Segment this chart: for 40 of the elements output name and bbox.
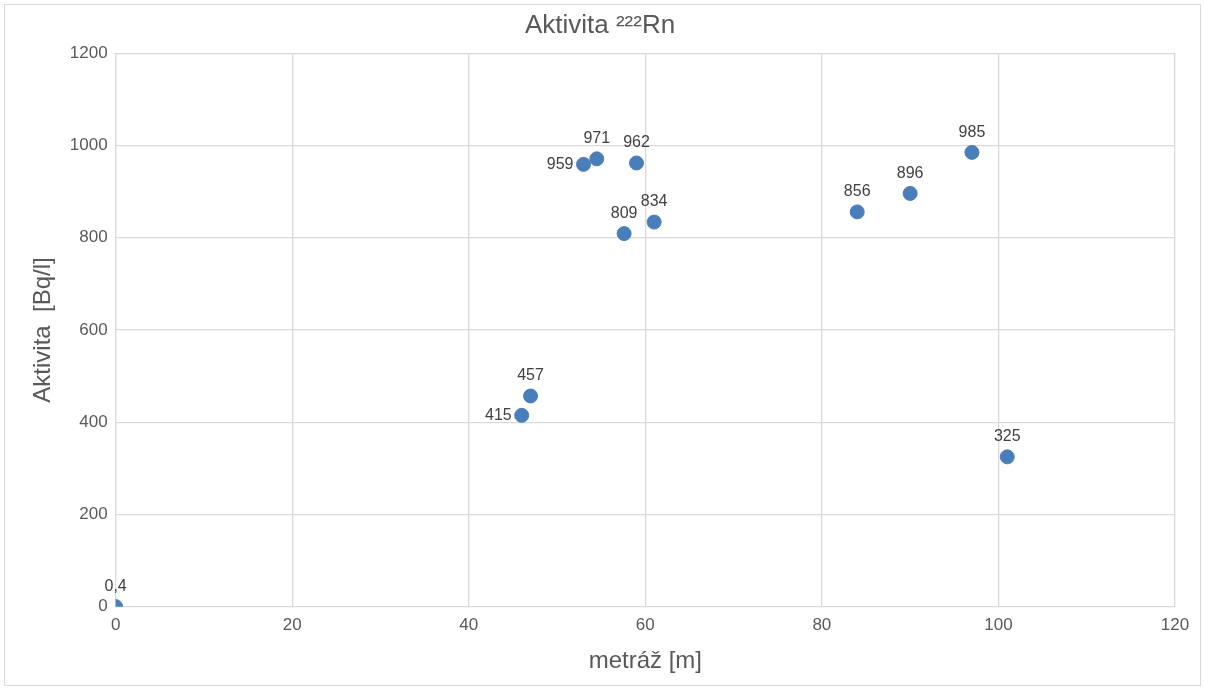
data-label: 962	[623, 133, 650, 151]
data-label: 985	[958, 122, 986, 140]
data-label: 856	[843, 182, 871, 200]
point	[964, 144, 980, 160]
x-tick-label: 120	[1160, 614, 1190, 634]
y-tick-label: 1000	[69, 135, 108, 155]
point	[646, 214, 662, 230]
point	[902, 185, 918, 201]
point	[576, 156, 592, 172]
point	[849, 204, 865, 220]
y-axis-title: Aktivita [Bq/l]	[28, 257, 56, 403]
y-tick-label: 0	[98, 596, 108, 616]
point	[523, 388, 539, 404]
x-tick-label: 0	[110, 614, 121, 634]
point	[589, 151, 605, 167]
point	[628, 155, 644, 171]
x-tick-label: 80	[812, 614, 832, 634]
data-label: 457	[517, 366, 544, 384]
y-tick-label: 400	[79, 411, 108, 431]
x-tick-label: 20	[282, 614, 302, 634]
point	[999, 449, 1015, 465]
data-label: 971	[583, 129, 611, 147]
y-tick-label: 800	[79, 227, 108, 247]
x-tick-label: 100	[984, 614, 1013, 634]
data-label: 415	[485, 405, 512, 423]
x-tick-label: 60	[635, 614, 655, 634]
y-tick-label: 600	[79, 319, 108, 339]
y-tick-label: 200	[79, 504, 108, 524]
data-label: 325	[993, 427, 1021, 445]
data-label: 0,4	[104, 577, 127, 595]
data-label: 809	[610, 203, 638, 221]
data-label: 959	[546, 154, 574, 172]
chart-title: Aktivita ²²²Rn	[524, 8, 676, 39]
point	[514, 407, 530, 423]
data-label: 834	[640, 192, 668, 210]
y-tick-label: 1200	[69, 42, 108, 62]
data-label: 896	[896, 163, 924, 181]
point	[616, 226, 632, 242]
x-axis-title: metráž [m]	[588, 646, 702, 674]
x-tick-label: 40	[459, 614, 479, 634]
